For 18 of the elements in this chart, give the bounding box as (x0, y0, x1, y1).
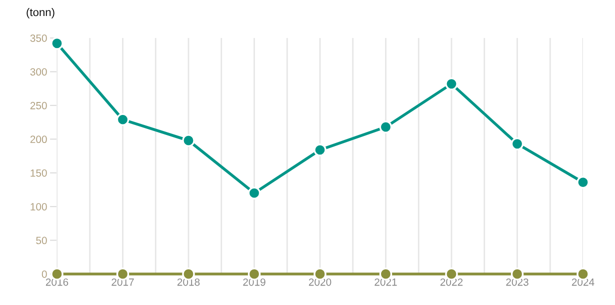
point (510, 137, 524, 150)
point (248, 186, 261, 200)
point (116, 113, 130, 126)
point (445, 77, 458, 90)
y-tick-label: 350 (30, 34, 47, 42)
point (50, 37, 64, 50)
point (314, 144, 326, 156)
y-tick-label: 150 (30, 169, 47, 177)
y-tick-label: 250 (30, 102, 47, 110)
y-tick-label: 50 (36, 236, 47, 244)
y-tick-label: 200 (30, 136, 47, 144)
y-tick-label: 100 (30, 203, 47, 210)
y-tick-label: 300 (30, 68, 47, 76)
y-axis-title: (tonn) (26, 8, 54, 18)
point (576, 176, 590, 189)
y-tick-label: 0 (42, 270, 47, 278)
point (182, 134, 195, 147)
point (379, 120, 392, 134)
